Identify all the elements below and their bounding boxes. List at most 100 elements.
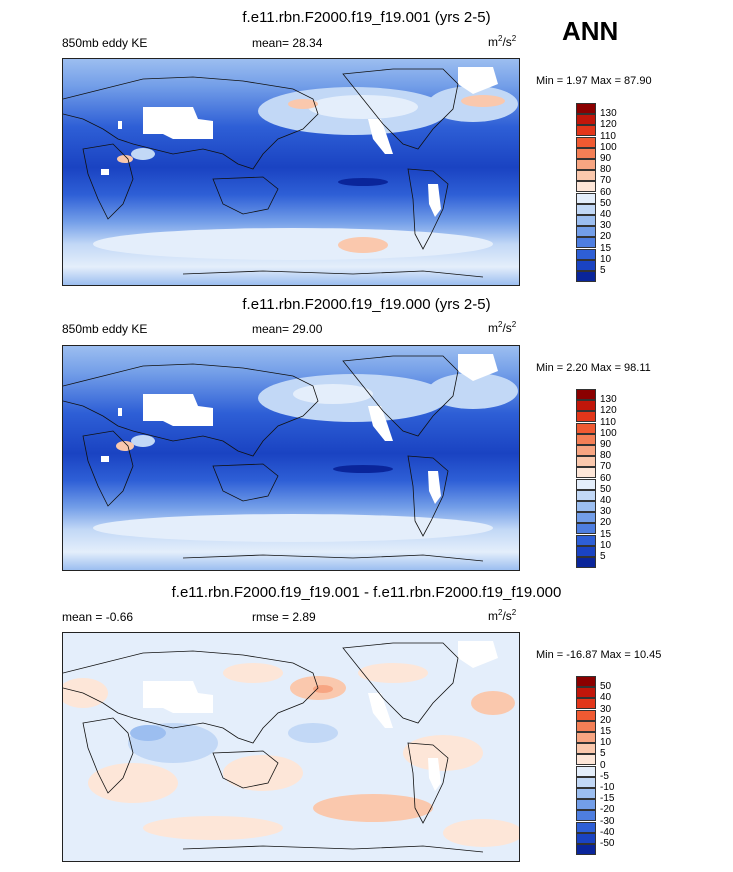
units-label: m2/s2 xyxy=(488,34,517,49)
colorbar-swatch xyxy=(576,159,596,170)
colorbar-swatch xyxy=(576,422,596,434)
minmax-label: Min = -16.87 Max = 10.45 xyxy=(536,649,662,661)
colorbar-swatch xyxy=(576,170,596,182)
colorbar-tick-label: 130 xyxy=(600,108,617,120)
diff-mean-label: mean = -0.66 xyxy=(62,610,134,624)
colorbar-tick-label: 30 xyxy=(600,506,612,518)
colorbar-swatch xyxy=(576,147,596,159)
colorbar-tick-label: 40 xyxy=(600,495,612,506)
colorbar-swatch xyxy=(576,754,596,766)
colorbar-swatch xyxy=(576,215,596,226)
colorbar-tick-label: 120 xyxy=(600,405,617,417)
colorbar-swatch xyxy=(576,799,596,811)
colorbar-tick-label: 90 xyxy=(600,153,612,164)
colorbar-swatch xyxy=(576,844,596,855)
colorbar-tick-label: 15 xyxy=(600,528,612,540)
colorbar-tick-label: 70 xyxy=(600,461,612,473)
colorbar-swatch xyxy=(576,821,596,833)
colorbar-swatch xyxy=(576,192,596,204)
colorbar-tick-label: 80 xyxy=(600,450,612,462)
colorbar-swatch xyxy=(576,512,596,524)
colorbar-swatch xyxy=(576,103,596,114)
colorbar-swatch xyxy=(576,237,596,249)
colorbar-swatch xyxy=(576,181,596,193)
colorbar-swatch xyxy=(576,389,596,400)
colorbar-tick-label: -40 xyxy=(600,826,615,838)
colorbar-swatch xyxy=(576,534,596,546)
map-plot xyxy=(62,632,520,862)
colorbar-tick-label: 60 xyxy=(600,186,612,198)
colorbar-swatch xyxy=(576,743,596,755)
colorbar-swatch xyxy=(576,467,596,479)
colorbar-tick-label: 30 xyxy=(600,703,612,715)
colorbar-tick-label: 110 xyxy=(600,130,616,142)
colorbar-swatch xyxy=(576,709,596,721)
colorbar-swatch xyxy=(576,788,596,799)
colorbar-swatch xyxy=(576,489,596,501)
colorbar-tick-label: 120 xyxy=(600,119,617,131)
map-plot xyxy=(62,58,520,286)
colorbar-swatch xyxy=(576,501,596,512)
colorbar-swatch xyxy=(576,125,596,137)
colorbar-tick-label: 80 xyxy=(600,164,612,176)
colorbar-tick-label: 90 xyxy=(600,439,612,450)
colorbar-tick-label: 15 xyxy=(600,726,612,737)
panel-title: f.e11.rbn.F2000.f19_f19.001 (yrs 2-5) xyxy=(242,9,491,26)
colorbar-tick-label: 5 xyxy=(600,748,606,760)
colorbar-tick-label: 100 xyxy=(600,427,617,439)
colorbar-tick-label: 60 xyxy=(600,472,612,484)
colorbar-tick-label: 10 xyxy=(600,539,612,551)
colorbar-swatch xyxy=(576,433,596,445)
panel-title: f.e11.rbn.F2000.f19_f19.000 (yrs 2-5) xyxy=(242,296,491,313)
colorbar-tick-label: -50 xyxy=(600,838,615,849)
colorbar-swatch xyxy=(576,765,596,777)
colorbar-tick-label: 40 xyxy=(600,209,612,220)
colorbar-tick-label: 40 xyxy=(600,692,612,704)
colorbar-swatch xyxy=(576,523,596,535)
minmax-label: Min = 1.97 Max = 87.90 xyxy=(536,75,652,87)
colorbar-tick-label: 20 xyxy=(600,517,612,529)
colorbar-swatch xyxy=(576,136,596,148)
colorbar-tick-label: 10 xyxy=(600,737,612,749)
colorbar-swatch xyxy=(576,810,596,822)
colorbar: 50 40 30 20 15 10 5 0 -5 -10 -15 -20 -30 -40 -50 xyxy=(576,676,614,856)
colorbar-tick-label: 70 xyxy=(600,175,612,187)
colorbar-swatch xyxy=(576,478,596,490)
colorbar-swatch xyxy=(576,557,596,568)
colorbar-swatch xyxy=(576,445,596,456)
colorbar-tick-label: -10 xyxy=(600,782,615,793)
colorbar-swatch xyxy=(576,203,596,215)
variable-label: 850mb eddy KE xyxy=(62,36,148,50)
colorbar-tick-label: 5 xyxy=(600,551,606,562)
mean-label: mean= 28.34 xyxy=(252,36,323,50)
colorbar-tick-label: 100 xyxy=(600,141,617,153)
colorbar-swatch xyxy=(576,776,596,788)
colorbar-swatch xyxy=(576,832,596,844)
colorbar-swatch xyxy=(576,400,596,412)
colorbar-swatch xyxy=(576,732,596,743)
colorbar-swatch xyxy=(576,687,596,699)
colorbar-swatch xyxy=(576,698,596,710)
colorbar-tick-label: 20 xyxy=(600,714,612,726)
colorbar-swatch xyxy=(576,720,596,732)
colorbar-swatch xyxy=(576,226,596,238)
colorbar-tick-label: -20 xyxy=(600,804,615,816)
colorbar-tick-label: 110 xyxy=(600,416,616,428)
colorbar-swatch xyxy=(576,545,596,557)
panel-title: f.e11.rbn.F2000.f19_f19.001 - f.e11.rbn.… xyxy=(171,584,562,601)
map-plot xyxy=(62,345,520,571)
colorbar-tick-label: 30 xyxy=(600,220,612,232)
colorbar-swatch xyxy=(576,271,596,282)
rmse-label: rmse = 2.89 xyxy=(252,610,316,624)
colorbar-tick-label: 130 xyxy=(600,394,617,406)
season-label: ANN xyxy=(562,16,619,46)
colorbar-swatch xyxy=(576,259,596,271)
colorbar-tick-label: 50 xyxy=(600,681,612,693)
colorbar: 130 120 110 100 90 80 70 60 50 40 30 20 15 10 5 xyxy=(576,103,617,283)
colorbar-tick-label: -30 xyxy=(600,815,615,827)
colorbar-tick-label: 15 xyxy=(600,242,612,254)
minmax-label: Min = 2.20 Max = 98.11 xyxy=(536,362,651,374)
colorbar-tick-label: 5 xyxy=(600,265,606,276)
colorbar-swatch xyxy=(576,456,596,468)
colorbar-tick-label: 50 xyxy=(600,483,612,495)
